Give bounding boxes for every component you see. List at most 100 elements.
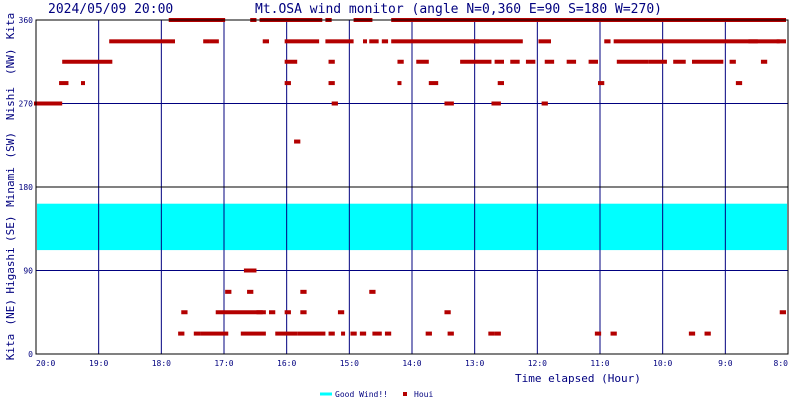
houi-mark: [363, 39, 367, 44]
houi-mark: [215, 310, 266, 315]
houi-mark: [209, 39, 219, 44]
grid: [35, 19, 789, 355]
chart-title: Mt.OSA wind monitor (angle N=0,360 E=90 …: [255, 2, 662, 17]
x-axis-label: Time elapsed (Hour): [515, 372, 641, 385]
houi-mark: [359, 331, 367, 336]
houi-mark: [294, 139, 301, 144]
houi-mark: [331, 101, 338, 106]
houi-mark: [425, 331, 432, 336]
houi-mark: [59, 81, 69, 86]
x-tick-label: 9:0: [718, 359, 733, 368]
houi-mark: [566, 59, 577, 64]
houi-mark: [341, 331, 346, 336]
houi-mark: [328, 81, 335, 86]
houi-mark: [673, 59, 686, 64]
x-tick-label: 10:0: [653, 359, 672, 368]
houi-mark: [494, 331, 501, 336]
houi-mark: [598, 81, 605, 86]
houi-mark: [34, 101, 63, 106]
houi-mark: [688, 331, 696, 336]
houi-mark: [648, 59, 667, 64]
houi-mark: [384, 331, 392, 336]
houi-mark: [328, 59, 335, 64]
houi-mark: [328, 331, 335, 336]
houi-mark: [243, 268, 257, 273]
houi-mark: [300, 289, 307, 294]
houi-mark: [613, 39, 780, 44]
y-tick-label: 0: [28, 350, 33, 359]
houi-mark: [337, 310, 345, 315]
houi-mark: [460, 59, 492, 64]
legend-good-wind-label: Good Wind!!: [335, 390, 388, 399]
houi-mark: [779, 310, 786, 315]
houi-mark: [284, 81, 291, 86]
legend: Good Wind!! Houi: [320, 390, 433, 399]
houi-mark: [369, 39, 379, 44]
houi-mark: [240, 331, 266, 336]
houi-mark: [760, 59, 768, 64]
houi-mark: [372, 331, 382, 336]
timestamp: 2024/05/09 20:00: [48, 2, 173, 17]
houi-mark: [81, 81, 85, 86]
x-axis-ticks: 20:0 19:0 18:0 17:0 16:0 15:0 14:0 13:0 12:0 11:0…: [36, 359, 788, 368]
x-tick-label: 16:0: [277, 359, 296, 368]
houi-mark: [247, 289, 254, 294]
houi-mark: [729, 59, 736, 64]
houi-mark: [594, 331, 602, 336]
x-tick-label: 18:0: [152, 359, 171, 368]
houi-mark: [200, 331, 229, 336]
houi-mark: [488, 331, 495, 336]
x-tick-label: 20:0: [36, 359, 55, 368]
houi-mark: [62, 59, 113, 64]
y-sector-label: Kita: [4, 334, 17, 361]
houi-mark: [262, 39, 269, 44]
plot-frame: [35, 19, 789, 355]
houi-mark: [544, 59, 555, 64]
y-tick-label: 90: [23, 267, 33, 276]
y-sector-labels: Kita (NE) Higashi (SE) Minami (SW) Nishi (NW) Ki…: [4, 13, 17, 361]
houi-mark: [444, 101, 454, 106]
houi-mark: [297, 331, 326, 336]
x-tick-label: 15:0: [340, 359, 359, 368]
y-axis-ticks: 0 90 180 270 360: [19, 16, 34, 359]
houi-mark: [510, 59, 520, 64]
y-sector-label: Kita: [4, 13, 17, 40]
houi-mark: [497, 81, 504, 86]
y-tick-label: 270: [19, 100, 34, 109]
houi-mark: [178, 331, 185, 336]
houi-mark: [491, 101, 501, 106]
houi-mark: [203, 39, 210, 44]
houi-mark: [692, 59, 724, 64]
y-sector-label: (NW): [4, 49, 17, 76]
houi-mark: [748, 39, 758, 44]
x-tick-label: 11:0: [590, 359, 609, 368]
x-tick-label: 13:0: [465, 359, 484, 368]
houi-mark: [275, 331, 298, 336]
houi-mark: [494, 59, 504, 64]
houi-mark: [109, 39, 175, 44]
houi-mark: [369, 289, 376, 294]
y-sector-label: (SE): [4, 216, 17, 243]
legend-houi-label: Houi: [414, 390, 433, 399]
houi-mark: [776, 39, 786, 44]
houi-mark: [541, 101, 548, 106]
houi-mark: [610, 331, 617, 336]
houi-mark: [284, 39, 320, 44]
houi-mark: [704, 331, 711, 336]
houi-mark: [472, 39, 479, 44]
houi-mark: [300, 310, 307, 315]
houi-mark: [416, 59, 429, 64]
houi-mark: [225, 289, 232, 294]
houi-mark: [444, 310, 451, 315]
houi-mark: [181, 310, 188, 315]
x-tick-label: 14:0: [402, 359, 421, 368]
houi-mark: [325, 39, 354, 44]
x-tick-label: 12:0: [528, 359, 547, 368]
y-sector-label: Higashi: [4, 247, 17, 293]
houi-mark: [428, 81, 439, 86]
houi-mark: [525, 59, 536, 64]
houi-mark: [284, 59, 298, 64]
y-tick-label: 360: [19, 16, 34, 25]
